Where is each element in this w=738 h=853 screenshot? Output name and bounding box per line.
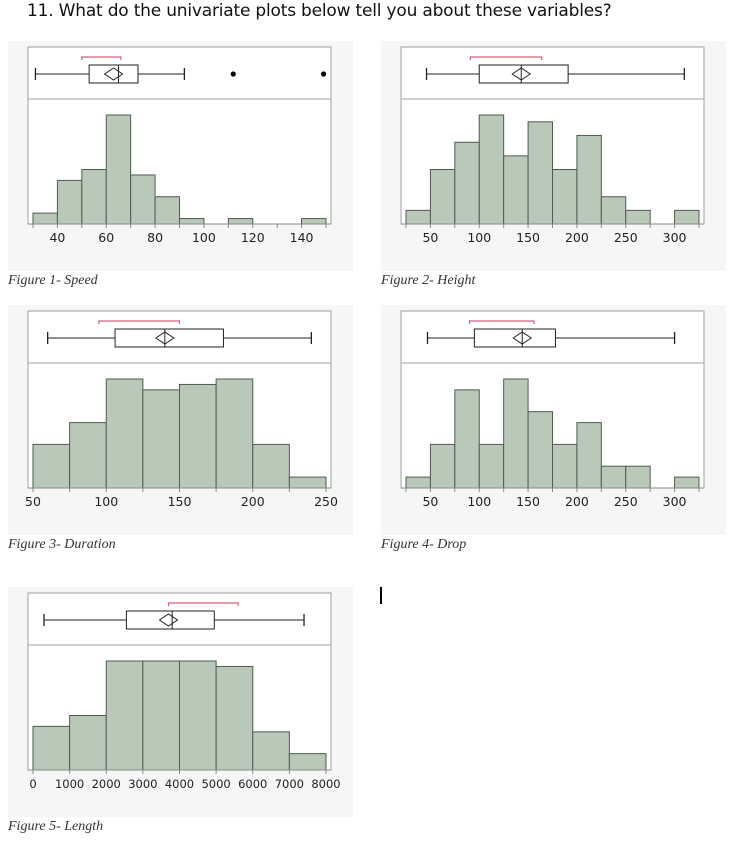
histogram-bar bbox=[576, 134, 602, 225]
histogram-bar bbox=[576, 422, 602, 489]
height-chart: 50 100 150 200 250 300 bbox=[400, 46, 705, 245]
svg-text:200: 200 bbox=[241, 494, 265, 509]
histogram-bar bbox=[552, 443, 578, 489]
histogram-bar bbox=[454, 141, 480, 225]
svg-text:150: 150 bbox=[168, 494, 192, 509]
svg-text:250: 250 bbox=[314, 494, 338, 509]
histogram-bar bbox=[288, 753, 327, 771]
svg-text:80: 80 bbox=[147, 230, 163, 245]
svg-text:100: 100 bbox=[467, 230, 491, 245]
histogram-bar bbox=[215, 665, 254, 771]
histogram-bar bbox=[105, 114, 132, 225]
svg-text:5000: 5000 bbox=[201, 777, 230, 791]
figure-2-panel: 50 100 150 200 250 300 bbox=[381, 41, 726, 271]
duration-chart: 50 100 150 200 250 bbox=[25, 310, 338, 509]
length-chart: 0 1000 2000 3000 4000 5000 6000 7000 8000 bbox=[27, 592, 341, 791]
svg-text:150: 150 bbox=[516, 230, 540, 245]
svg-text:300: 300 bbox=[663, 494, 687, 509]
svg-text:200: 200 bbox=[565, 494, 589, 509]
outlier-point bbox=[320, 71, 327, 77]
svg-text:150: 150 bbox=[516, 494, 540, 509]
svg-text:300: 300 bbox=[663, 230, 687, 245]
figure-5-panel: 0 1000 2000 3000 4000 5000 6000 7000 8000 bbox=[8, 587, 353, 817]
svg-text:50: 50 bbox=[25, 494, 41, 509]
outlier-point bbox=[230, 71, 236, 77]
svg-text:250: 250 bbox=[614, 230, 638, 245]
svg-text:0: 0 bbox=[29, 777, 36, 791]
figure-3-panel: 50 100 150 200 250 bbox=[8, 305, 353, 535]
histogram-bar bbox=[252, 731, 290, 771]
histogram-bar bbox=[142, 660, 180, 771]
svg-text:6000: 6000 bbox=[238, 777, 267, 791]
histogram-bar bbox=[81, 169, 107, 225]
histogram-bar bbox=[105, 378, 144, 489]
histogram-bar bbox=[478, 114, 505, 225]
histogram-bar bbox=[454, 389, 480, 489]
histogram-bar bbox=[32, 212, 58, 225]
svg-text:7000: 7000 bbox=[275, 777, 304, 791]
histogram-bar bbox=[252, 443, 290, 489]
histogram-bar bbox=[503, 155, 529, 225]
svg-text:250: 250 bbox=[614, 494, 638, 509]
histogram-bar bbox=[56, 179, 83, 225]
svg-text:100: 100 bbox=[94, 494, 118, 509]
svg-text:8000: 8000 bbox=[311, 777, 340, 791]
svg-text:140: 140 bbox=[290, 230, 314, 245]
histogram-bar bbox=[552, 169, 578, 225]
histogram-bar bbox=[503, 378, 529, 489]
histogram-bar bbox=[625, 209, 651, 225]
histogram-bar bbox=[301, 218, 327, 225]
svg-text:120: 120 bbox=[241, 230, 265, 245]
histogram-bar bbox=[674, 209, 700, 225]
figure-1-caption: Figure 1- Speed bbox=[8, 273, 98, 288]
drop-chart: 50 100 150 200 250 300 bbox=[400, 310, 705, 509]
svg-text:4000: 4000 bbox=[165, 777, 194, 791]
speed-chart: 40 60 80 100 120 140 bbox=[27, 46, 332, 245]
figure-3-caption: Figure 3- Duration bbox=[8, 537, 116, 552]
figure-1-panel: 40 60 80 100 120 140 bbox=[8, 41, 353, 271]
svg-text:50: 50 bbox=[422, 494, 438, 509]
histogram-bar bbox=[69, 715, 107, 771]
histogram-bar bbox=[625, 465, 651, 489]
text-cursor bbox=[380, 587, 382, 604]
histogram-bar bbox=[527, 411, 553, 489]
histogram-bar bbox=[142, 389, 180, 489]
svg-text:40: 40 bbox=[49, 230, 65, 245]
svg-text:60: 60 bbox=[98, 230, 114, 245]
histogram-bar bbox=[405, 209, 431, 225]
histogram-bar bbox=[215, 378, 254, 489]
histogram-bar bbox=[429, 169, 456, 225]
histogram-bar bbox=[32, 725, 71, 771]
histogram-bar bbox=[478, 443, 505, 489]
histogram-bar bbox=[405, 476, 431, 489]
svg-text:50: 50 bbox=[422, 230, 438, 245]
histogram-bar bbox=[288, 476, 327, 489]
svg-text:100: 100 bbox=[192, 230, 216, 245]
question-text: 11. What do the univariate plots below t… bbox=[27, 1, 612, 21]
histogram-bar bbox=[227, 218, 254, 225]
figure-4-caption: Figure 4- Drop bbox=[381, 537, 467, 552]
figure-2-caption: Figure 2- Height bbox=[381, 273, 476, 288]
histogram-bar bbox=[69, 422, 107, 489]
histogram-bar bbox=[600, 196, 627, 225]
svg-text:100: 100 bbox=[467, 494, 491, 509]
svg-text:1000: 1000 bbox=[55, 777, 84, 791]
svg-text:2000: 2000 bbox=[92, 777, 121, 791]
histogram-bar bbox=[105, 660, 144, 771]
histogram-bar bbox=[130, 174, 156, 225]
histogram-bar bbox=[179, 383, 217, 489]
histogram-bar bbox=[179, 660, 217, 771]
histogram-bar bbox=[527, 121, 553, 225]
histogram-bar bbox=[600, 465, 627, 489]
svg-text:3000: 3000 bbox=[128, 777, 157, 791]
svg-text:200: 200 bbox=[565, 230, 589, 245]
figure-5-caption: Figure 5- Length bbox=[8, 819, 104, 834]
figure-4-panel: 50 100 150 200 250 300 bbox=[381, 305, 726, 535]
histogram-bar bbox=[429, 443, 456, 489]
histogram-bar bbox=[32, 443, 71, 489]
histogram-bar bbox=[179, 218, 205, 225]
histogram-bar bbox=[154, 196, 180, 225]
histogram-bar bbox=[674, 476, 700, 489]
